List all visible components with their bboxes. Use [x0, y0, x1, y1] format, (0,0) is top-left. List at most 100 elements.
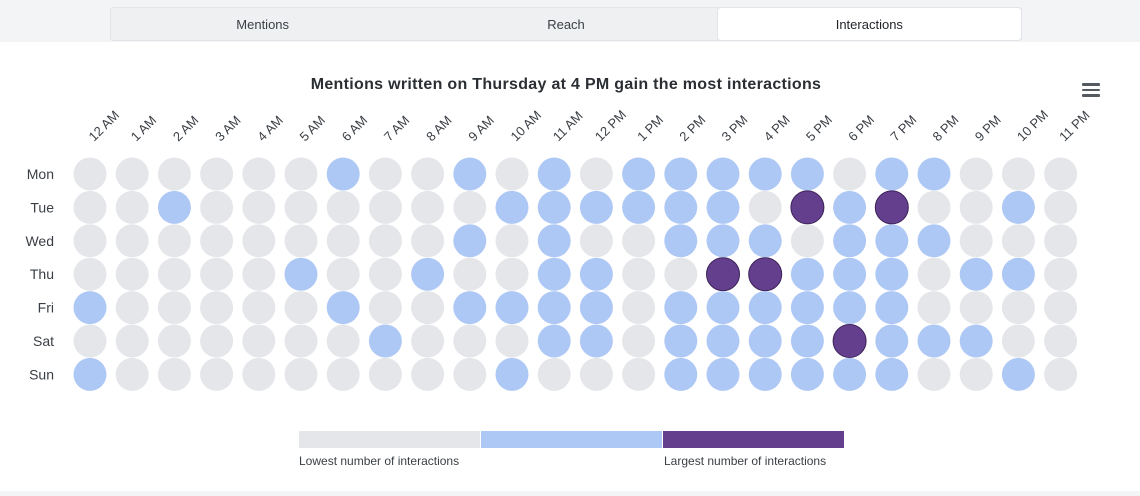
heatmap-cell[interactable] [157, 357, 191, 391]
heatmap-cell[interactable] [833, 291, 867, 325]
heatmap-cell[interactable] [1001, 257, 1035, 291]
heatmap-cell[interactable] [790, 291, 824, 325]
heatmap-cell[interactable] [326, 324, 360, 358]
heatmap-cell[interactable] [368, 291, 402, 325]
heatmap-cell[interactable] [200, 224, 234, 258]
heatmap-cell[interactable] [284, 190, 318, 224]
heatmap-cell[interactable] [284, 357, 318, 391]
heatmap-cell[interactable] [537, 357, 571, 391]
heatmap-cell[interactable] [157, 291, 191, 325]
heatmap-cell[interactable] [495, 157, 529, 191]
heatmap-cell[interactable] [790, 357, 824, 391]
heatmap-cell[interactable] [748, 224, 782, 258]
heatmap-cell[interactable] [368, 190, 402, 224]
heatmap-cell[interactable] [1044, 324, 1078, 358]
heatmap-cell[interactable] [790, 224, 824, 258]
heatmap-cell[interactable] [200, 257, 234, 291]
heatmap-cell[interactable] [242, 157, 276, 191]
heatmap-cell[interactable] [284, 157, 318, 191]
heatmap-cell[interactable] [833, 357, 867, 391]
heatmap-cell[interactable] [242, 324, 276, 358]
heatmap-cell[interactable] [874, 190, 909, 225]
heatmap-cell[interactable] [622, 190, 656, 224]
heatmap-cell[interactable] [453, 157, 487, 191]
heatmap-cell[interactable] [495, 324, 529, 358]
heatmap-cell[interactable] [959, 257, 993, 291]
heatmap-cell[interactable] [748, 324, 782, 358]
heatmap-cell[interactable] [664, 224, 698, 258]
heatmap-cell[interactable] [1001, 291, 1035, 325]
heatmap-cell[interactable] [73, 291, 107, 325]
heatmap-cell[interactable] [1044, 190, 1078, 224]
heatmap-cell[interactable] [73, 257, 107, 291]
heatmap-cell[interactable] [664, 190, 698, 224]
heatmap-cell[interactable] [242, 224, 276, 258]
heatmap-cell[interactable] [1044, 257, 1078, 291]
heatmap-cell[interactable] [959, 157, 993, 191]
heatmap-cell[interactable] [537, 157, 571, 191]
heatmap-cell[interactable] [622, 357, 656, 391]
heatmap-cell[interactable] [579, 224, 613, 258]
heatmap-cell[interactable] [411, 291, 445, 325]
heatmap-cell[interactable] [622, 324, 656, 358]
heatmap-cell[interactable] [495, 291, 529, 325]
heatmap-cell[interactable] [917, 157, 951, 191]
heatmap-cell[interactable] [73, 190, 107, 224]
heatmap-cell[interactable] [537, 257, 571, 291]
heatmap-cell[interactable] [875, 224, 909, 258]
heatmap-cell[interactable] [664, 324, 698, 358]
heatmap-cell[interactable] [368, 224, 402, 258]
heatmap-cell[interactable] [411, 224, 445, 258]
heatmap-cell[interactable] [411, 257, 445, 291]
heatmap-cell[interactable] [917, 190, 951, 224]
tab-mentions[interactable]: Mentions [236, 16, 290, 32]
heatmap-cell[interactable] [959, 190, 993, 224]
heatmap-cell[interactable] [959, 324, 993, 358]
heatmap-cell[interactable] [73, 157, 107, 191]
heatmap-cell[interactable] [664, 257, 698, 291]
heatmap-cell[interactable] [411, 190, 445, 224]
heatmap-cell[interactable] [453, 357, 487, 391]
heatmap-cell[interactable] [706, 157, 740, 191]
heatmap-cell[interactable] [622, 291, 656, 325]
heatmap-cell[interactable] [200, 324, 234, 358]
heatmap-cell[interactable] [495, 190, 529, 224]
heatmap-cell[interactable] [326, 224, 360, 258]
heatmap-cell[interactable] [579, 357, 613, 391]
heatmap-cell[interactable] [579, 157, 613, 191]
heatmap-cell[interactable] [73, 324, 107, 358]
heatmap-cell[interactable] [242, 357, 276, 391]
heatmap-cell[interactable] [326, 190, 360, 224]
heatmap-cell[interactable] [579, 257, 613, 291]
heatmap-cell[interactable] [368, 324, 402, 358]
heatmap-cell[interactable] [748, 157, 782, 191]
heatmap-cell[interactable] [73, 224, 107, 258]
heatmap-cell[interactable] [833, 157, 867, 191]
heatmap-cell[interactable] [284, 291, 318, 325]
heatmap-cell[interactable] [242, 257, 276, 291]
heatmap-cell[interactable] [453, 257, 487, 291]
heatmap-cell[interactable] [833, 224, 867, 258]
heatmap-cell[interactable] [622, 257, 656, 291]
heatmap-cell[interactable] [959, 357, 993, 391]
heatmap-cell[interactable] [833, 190, 867, 224]
heatmap-cell[interactable] [411, 357, 445, 391]
heatmap-cell[interactable] [917, 357, 951, 391]
heatmap-cell[interactable] [157, 257, 191, 291]
heatmap-cell[interactable] [579, 190, 613, 224]
heatmap-cell[interactable] [537, 291, 571, 325]
heatmap-cell[interactable] [157, 324, 191, 358]
heatmap-cell[interactable] [326, 257, 360, 291]
heatmap-cell[interactable] [664, 157, 698, 191]
heatmap-cell[interactable] [200, 190, 234, 224]
heatmap-cell[interactable] [1044, 157, 1078, 191]
heatmap-cell[interactable] [622, 224, 656, 258]
heatmap-cell[interactable] [495, 357, 529, 391]
heatmap-cell[interactable] [495, 257, 529, 291]
heatmap-cell[interactable] [326, 357, 360, 391]
heatmap-cell[interactable] [200, 157, 234, 191]
heatmap-cell[interactable] [748, 291, 782, 325]
heatmap-cell[interactable] [284, 257, 318, 291]
heatmap-cell[interactable] [959, 291, 993, 325]
heatmap-cell[interactable] [453, 224, 487, 258]
